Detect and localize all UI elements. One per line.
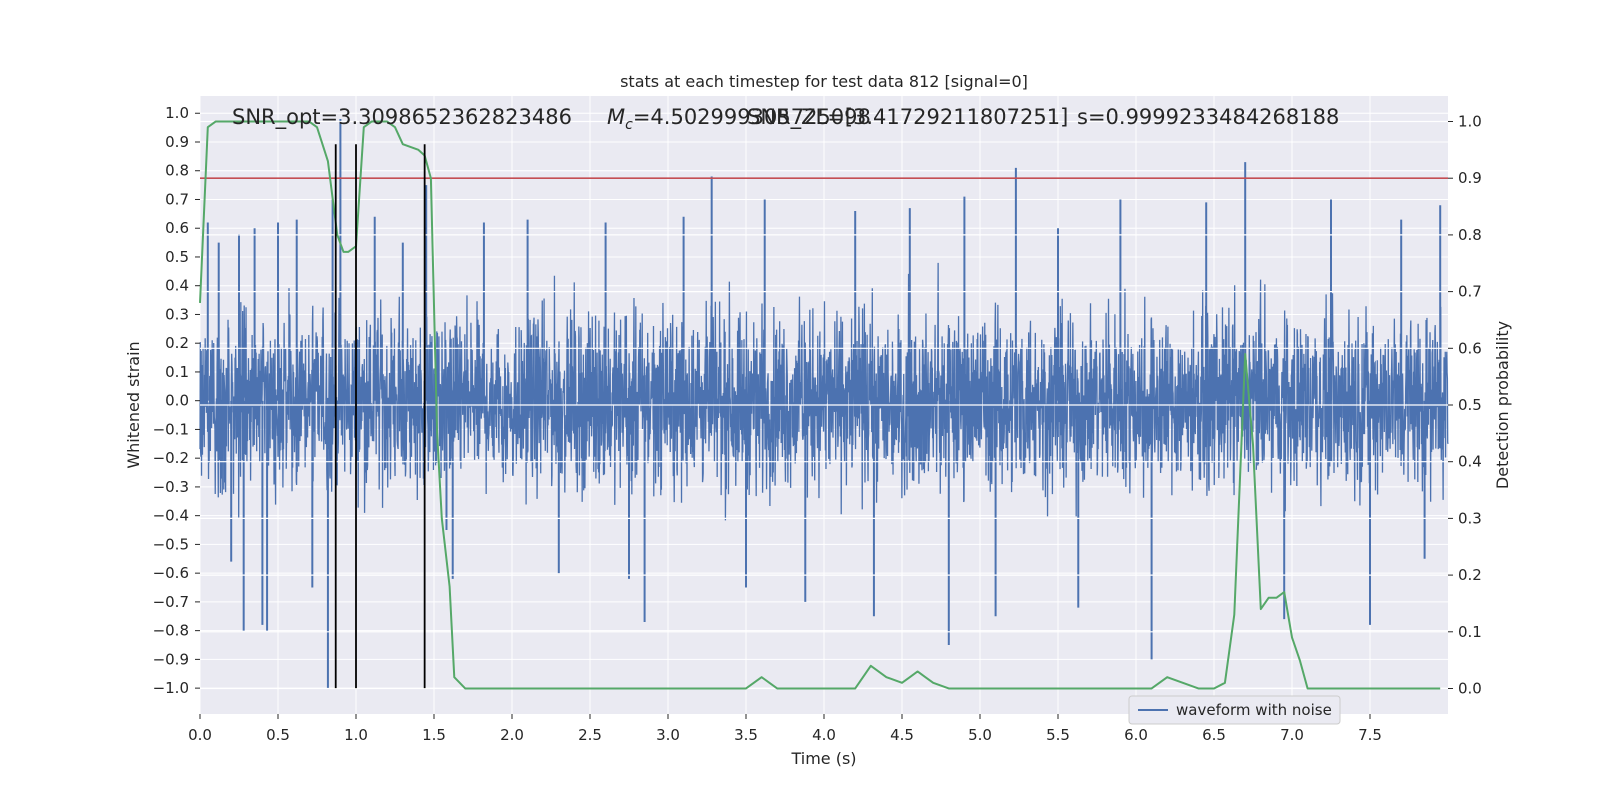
x-tick-label: 0.0 <box>188 726 212 744</box>
y2-axis-ticks: 1.0 0.9 0.8 0.7 0.6 0.5 0.4 0.3 0.2 0.1 0.0 <box>1448 113 1482 697</box>
x-tick-label: 5.0 <box>968 726 992 744</box>
y2-tick-label: 0.4 <box>1458 453 1482 471</box>
legend-entry: waveform with noise <box>1176 701 1332 719</box>
y-tick-label: −0.9 <box>153 650 189 668</box>
y2-tick-label: 0.6 <box>1458 339 1482 357</box>
y-tick-label: −0.6 <box>153 564 189 582</box>
x-tick-label: 7.5 <box>1358 726 1382 744</box>
y-tick-label: 0.9 <box>165 133 189 151</box>
x-tick-label: 1.5 <box>422 726 446 744</box>
y-tick-label: −0.7 <box>153 593 189 611</box>
annotation-s-value: s=0.9999233484268188 <box>1077 105 1339 129</box>
waveform-peaks <box>206 119 1442 689</box>
annotation-chirp-mass-value: =4.502999305725098 <box>633 105 871 129</box>
legend: waveform with noise <box>1128 695 1341 725</box>
y-tick-label: 0.6 <box>165 219 189 237</box>
y-axis-ticks: 1.0 0.9 0.8 0.7 0.6 0.5 0.4 0.3 0.2 0.1 0.0 −0.1 −0.… <box>153 104 200 697</box>
x-tick-label: 7.0 <box>1280 726 1304 744</box>
marker-lines <box>334 144 426 689</box>
y-tick-label: 0.2 <box>165 334 189 352</box>
waveform-line <box>199 262 1449 521</box>
y-tick-label: −0.2 <box>153 449 189 467</box>
annotation-chirp-mass-subscript: c <box>625 117 633 133</box>
waveform-series <box>199 119 1449 689</box>
annotation-snr-opt: SNR_opt=3.3098652362823486 <box>232 105 572 130</box>
y-tick-label: 0.8 <box>165 162 189 180</box>
y2-tick-label: 0.2 <box>1458 566 1482 584</box>
y-tick-label: 0.3 <box>165 305 189 323</box>
x-tick-label: 3.0 <box>656 726 680 744</box>
y2-tick-label: 0.7 <box>1458 283 1482 301</box>
x-tick-label: 0.5 <box>266 726 290 744</box>
y-tick-label: 0.5 <box>165 248 189 266</box>
x-tick-label: 2.0 <box>500 726 524 744</box>
y-tick-label: 0.7 <box>165 190 189 208</box>
y-tick-label: 1.0 <box>165 104 189 122</box>
y-axis-label: Whitened strain <box>124 341 143 468</box>
y-tick-label: −1.0 <box>153 679 189 697</box>
y-tick-label: −0.4 <box>153 507 189 525</box>
x-axis-label: Time (s) <box>790 749 856 768</box>
annotation-snr-zl: SNR_ZL=[3.41729211807251] <box>747 105 1068 130</box>
probability-line <box>199 120 1441 690</box>
x-axis-ticks: 0.0 0.5 1.0 1.5 2.0 2.5 3.0 3.5 4.0 4.5 5.0 5.5 6.0 6… <box>188 714 1382 744</box>
y-tick-label: −0.1 <box>153 420 189 438</box>
x-tick-label: 2.5 <box>578 726 602 744</box>
x-tick-label: 5.5 <box>1046 726 1070 744</box>
x-tick-label: 4.5 <box>890 726 914 744</box>
y-tick-label: 0.0 <box>165 392 189 410</box>
x-tick-label: 1.0 <box>344 726 368 744</box>
annotation-chirp-mass-symbol: M <box>607 105 625 129</box>
y2-tick-label: 0.9 <box>1458 169 1482 187</box>
y2-tick-label: 1.0 <box>1458 113 1482 131</box>
chart-title: stats at each timestep for test data 812… <box>620 72 1028 91</box>
x-tick-label: 6.5 <box>1202 726 1226 744</box>
legend-box <box>1128 695 1341 725</box>
y2-tick-label: 0.8 <box>1458 226 1482 244</box>
y-tick-label: −0.3 <box>153 478 189 496</box>
y-tick-label: −0.5 <box>153 535 189 553</box>
annotation-chirp-mass: Mc=4.502999305725098 <box>607 105 871 133</box>
probability-series <box>199 120 1441 690</box>
y-tick-label: −0.8 <box>153 622 189 640</box>
x-tick-label: 4.0 <box>812 726 836 744</box>
y2-tick-label: 0.0 <box>1458 679 1482 697</box>
x-tick-label: 3.5 <box>734 726 758 744</box>
y2-axis-label: Detection probability <box>1493 321 1512 489</box>
y-tick-label: 0.1 <box>165 363 189 381</box>
x-tick-label: 6.0 <box>1124 726 1148 744</box>
y2-tick-label: 0.1 <box>1458 623 1482 641</box>
y-tick-label: 0.4 <box>165 277 189 295</box>
y2-tick-label: 0.5 <box>1458 396 1482 414</box>
y2-tick-label: 0.3 <box>1458 509 1482 527</box>
